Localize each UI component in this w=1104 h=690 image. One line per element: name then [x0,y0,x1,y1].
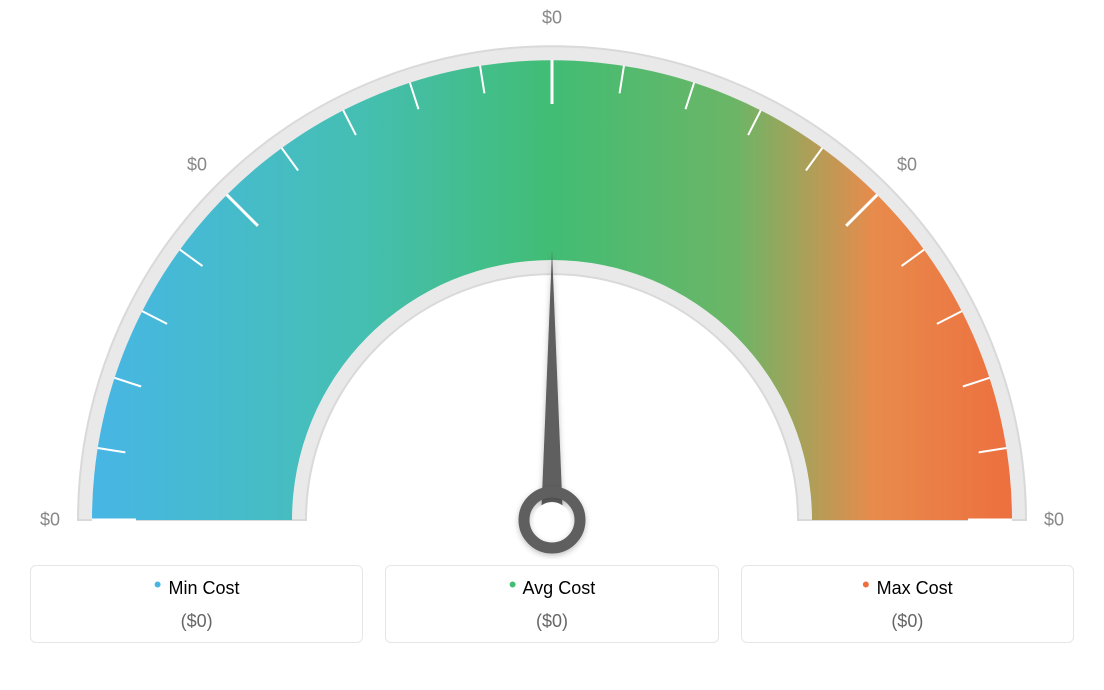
legend-row: • Min Cost ($0) • Avg Cost ($0) • Max Co… [30,565,1074,643]
gauge-tick-label: $0 [1044,510,1064,531]
legend-value-avg: ($0) [394,611,709,632]
gauge-tick-label: $0 [40,510,60,531]
legend-label-min: Min Cost [169,578,240,598]
legend-value-min: ($0) [39,611,354,632]
legend-label-avg: Avg Cost [523,578,596,598]
legend-value-max: ($0) [750,611,1065,632]
gauge-svg [0,0,1104,560]
cost-gauge: $0 $0 $0 $0 $0 [0,0,1104,560]
legend-label-max: Max Cost [877,578,953,598]
legend-card-avg: • Avg Cost ($0) [385,565,718,643]
legend-card-max: • Max Cost ($0) [741,565,1074,643]
legend-dot-avg: • [509,572,517,597]
gauge-tick-label: $0 [897,155,917,176]
legend-card-min: • Min Cost ($0) [30,565,363,643]
gauge-tick-label: $0 [542,8,562,29]
legend-dot-max: • [862,572,870,597]
legend-dot-min: • [154,572,162,597]
gauge-tick-label: $0 [187,155,207,176]
